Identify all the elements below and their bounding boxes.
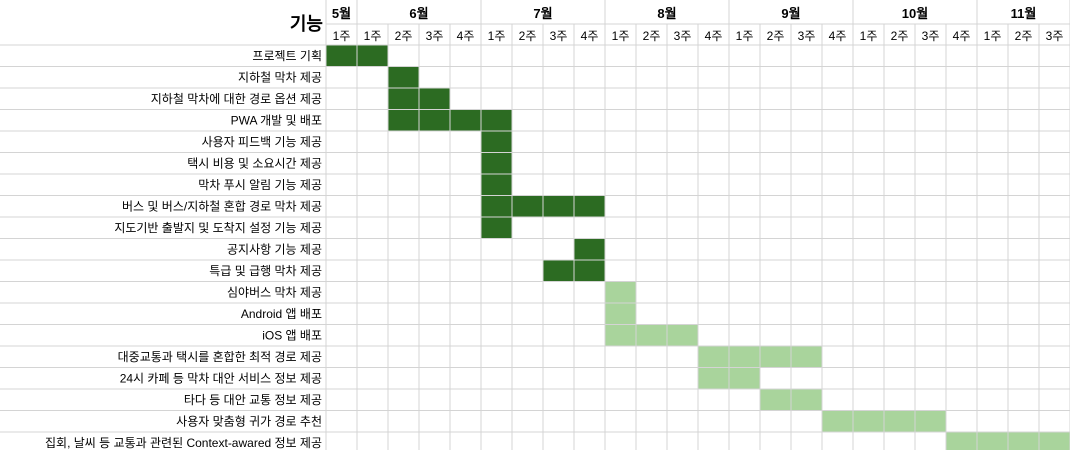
task-bar	[481, 217, 512, 239]
week-label: 2주	[395, 29, 413, 43]
week-label: 1주	[860, 29, 878, 43]
week-label: 1주	[488, 29, 506, 43]
week-label: 3주	[550, 29, 568, 43]
task-label: 타다 등 대안 교통 정보 제공	[184, 393, 322, 407]
task-label: 버스 및 버스/지하철 혼합 경로 막차 제공	[122, 199, 322, 213]
task-label: 지하철 막차에 대한 경로 옵션 제공	[151, 92, 322, 106]
week-label: 2주	[519, 29, 537, 43]
week-label: 4주	[581, 29, 599, 43]
week-label: 1주	[984, 29, 1002, 43]
task-bar	[481, 174, 512, 196]
task-label: 24시 카페 등 막차 대안 서비스 정보 제공	[120, 371, 322, 385]
task-label: 사용자 피드백 기능 제공	[202, 135, 322, 149]
task-bar	[388, 66, 419, 88]
month-label: 8월	[657, 6, 676, 21]
header-label: 기능	[290, 14, 323, 34]
week-label: 2주	[767, 29, 785, 43]
gantt-labels: 기능 5월 6월 7월 8월 9월 10월 11월 1주 1주 2주 3주 4주 1주 2주 3주 4주 1주 2…	[45, 6, 1063, 450]
task-label: 막차 푸시 알림 기능 제공	[198, 178, 322, 192]
week-label: 1주	[364, 29, 382, 43]
month-label: 9월	[781, 6, 800, 21]
task-label: PWA 개발 및 배포	[231, 113, 322, 127]
task-bar	[481, 131, 512, 153]
task-bar	[481, 152, 512, 174]
week-label: 1주	[333, 29, 351, 43]
month-label: 10월	[902, 6, 928, 21]
week-label: 1주	[612, 29, 630, 43]
task-label: 지도기반 출발지 및 도착지 설정 기능 제공	[114, 221, 322, 235]
week-label: 2주	[1015, 29, 1033, 43]
month-label: 11월	[1011, 6, 1037, 21]
week-label: 3주	[674, 29, 692, 43]
task-bar	[574, 238, 605, 260]
week-label: 3주	[922, 29, 940, 43]
week-label: 3주	[798, 29, 816, 43]
week-label: 4주	[705, 29, 723, 43]
week-label: 3주	[1046, 29, 1064, 43]
week-label: 2주	[891, 29, 909, 43]
task-bar	[605, 324, 698, 346]
task-label: iOS 앱 배포	[262, 328, 322, 342]
week-label: 2주	[643, 29, 661, 43]
week-label: 1주	[736, 29, 754, 43]
task-label: 대중교통과 택시를 혼합한 최적 경로 제공	[118, 350, 322, 364]
month-label: 5월	[332, 6, 351, 21]
week-label: 3주	[426, 29, 444, 43]
task-label: 택시 비용 및 소요시간 제공	[187, 156, 322, 170]
task-label: 지하철 막차 제공	[238, 70, 322, 84]
task-bar	[605, 303, 636, 325]
month-label: 7월	[533, 6, 552, 21]
task-label: 집회, 날씨 등 교통과 관련된 Context-awared 정보 제공	[45, 436, 322, 450]
week-label: 4주	[829, 29, 847, 43]
week-label: 4주	[953, 29, 971, 43]
task-bar	[605, 281, 636, 303]
task-label: 공지사항 기능 제공	[227, 242, 322, 256]
task-label: 사용자 맞춤형 귀가 경로 추천	[176, 413, 322, 428]
task-label: 프로젝트 기획	[252, 49, 322, 63]
task-label: Android 앱 배포	[241, 307, 322, 321]
task-label: 특급 및 급행 막차 제공	[209, 263, 322, 278]
week-label: 4주	[457, 29, 475, 43]
month-label: 6월	[409, 6, 428, 21]
task-label: 심야버스 막차 제공	[227, 285, 322, 299]
